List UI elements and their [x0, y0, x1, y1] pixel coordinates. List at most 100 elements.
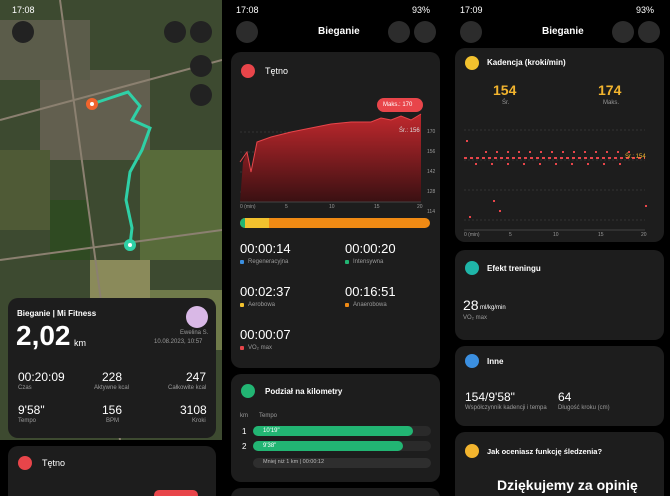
- rating-card: Jak oceniasz funkcję śledzenia? Dziękuje…: [455, 432, 664, 496]
- heart-chart: [239, 113, 422, 203]
- battery: 93%: [636, 5, 655, 15]
- x-label: 0 (min): [240, 204, 256, 210]
- share-button[interactable]: [164, 21, 186, 43]
- shape: [240, 303, 244, 307]
- zone-label: Anaerobowa: [353, 302, 387, 308]
- shape: [499, 210, 501, 212]
- stat-value: 156: [102, 403, 123, 417]
- avg-label: Śr.: 156: [399, 128, 420, 134]
- zone-label: VO₂ max: [248, 345, 272, 351]
- other-icon: [465, 354, 479, 368]
- shape: [239, 113, 422, 173]
- col-header: km: [240, 413, 248, 419]
- avg-label: Śr.: [502, 100, 510, 106]
- shape: [253, 458, 431, 468]
- x-label: 10: [553, 232, 559, 238]
- zone-label: Regeneracyjna: [248, 259, 289, 265]
- other-card: Inne 154/9'58" Współczynnik kadencji i t…: [455, 346, 664, 426]
- shape: [345, 260, 349, 264]
- x-label: 15: [374, 204, 380, 210]
- next-card: [231, 488, 440, 496]
- stat-value: 3108: [180, 403, 207, 417]
- y-label: 156: [427, 149, 436, 155]
- rating-question: Jak oceniasz funkcję śledzenia?: [487, 447, 603, 456]
- x-label: 5: [509, 232, 512, 238]
- status-time: 17:09: [460, 5, 483, 15]
- split-pace: 10'19": [263, 428, 280, 434]
- zone-label: Aerobowa: [248, 302, 276, 308]
- screen-map: 17:08 Bieganie | Mi Fitness 2,02 km Ewel…: [0, 0, 222, 496]
- header-title: Bieganie: [542, 26, 584, 37]
- back-button[interactable]: [460, 21, 482, 43]
- back-button[interactable]: [12, 21, 34, 43]
- card-title: Inne: [487, 357, 504, 366]
- split-pace: 9'38": [263, 443, 277, 449]
- x-label: 20: [641, 232, 647, 238]
- shape: [240, 114, 421, 202]
- zone-bar: [240, 218, 430, 228]
- shape: [645, 205, 647, 207]
- stat-value: 00:20:09: [18, 370, 65, 384]
- more-button[interactable]: [638, 21, 660, 43]
- x-label: 20: [417, 204, 423, 210]
- back-button[interactable]: [236, 21, 258, 43]
- card-title: Tętno: [265, 66, 289, 76]
- x-label: 15: [598, 232, 604, 238]
- ratio-value: 154/9'58": [465, 390, 515, 404]
- effect-unit: ml/kg/min: [480, 305, 506, 311]
- layers-button[interactable]: [190, 84, 212, 106]
- max-badge: [377, 98, 423, 112]
- header-title: Bieganie: [318, 26, 360, 37]
- shape: [253, 441, 403, 451]
- zone-label: Intensywna: [353, 259, 384, 265]
- ratio-label: Współczynnik kadencji i tempa: [465, 405, 547, 411]
- badge: [154, 490, 198, 496]
- shape: [91, 90, 152, 246]
- more-button[interactable]: [190, 21, 212, 43]
- stat-value: 228: [102, 370, 123, 384]
- stat-label: Czas: [18, 385, 32, 391]
- x-label: 0 (min): [464, 232, 480, 238]
- stat-label: BPM: [106, 418, 120, 424]
- x-label: 10: [329, 204, 335, 210]
- shape: [493, 200, 495, 202]
- heart-card: Tętno Maks.: 170 Śr.: 156 170 156 142 12…: [231, 52, 440, 368]
- y-label: 170: [427, 129, 436, 135]
- share-button[interactable]: [388, 21, 410, 43]
- shape: [466, 140, 468, 142]
- heart-card-preview: Tętno: [8, 446, 216, 496]
- screen-heart: 17:08 93% Bieganie Tętno Maks.: 170 Śr.:…: [224, 0, 446, 496]
- date: 10.08.2023, 10:57: [154, 339, 203, 345]
- splits-icon: [241, 384, 255, 398]
- distance-unit: km: [74, 338, 86, 348]
- card-title: Kadencja (kroki/min): [487, 58, 566, 67]
- x-label: 5: [285, 204, 288, 210]
- rating-icon: [465, 444, 479, 458]
- shape: [140, 150, 222, 260]
- shape: [245, 218, 269, 228]
- cadence-chart: [464, 129, 647, 231]
- col-header: Tempo: [259, 413, 278, 419]
- avatar: [186, 306, 208, 328]
- effect-icon: [465, 261, 479, 275]
- max-label: Maks.: [603, 100, 620, 106]
- stat-label: Aktywne kcal: [94, 385, 130, 391]
- shape: [240, 346, 244, 350]
- more-button[interactable]: [414, 21, 436, 43]
- share-button[interactable]: [612, 21, 634, 43]
- card-title: Podział na kilometry: [265, 387, 343, 396]
- locate-button[interactable]: [190, 55, 212, 77]
- shape: [90, 102, 94, 106]
- zone-time: 00:00:14: [240, 241, 291, 256]
- splits-card: Podział na kilometry km Tempo 1 10'19" 2…: [231, 374, 440, 482]
- stride-label: Długość kroku (cm): [558, 405, 610, 411]
- y-label: 128: [427, 189, 436, 195]
- card-title: Tętno: [42, 458, 66, 468]
- zone-time: 00:16:51: [345, 284, 396, 299]
- avg-value: 154: [493, 82, 517, 98]
- shape: [128, 243, 132, 247]
- shape: [253, 441, 431, 451]
- max-value: 174: [598, 82, 622, 98]
- shape: [345, 303, 349, 307]
